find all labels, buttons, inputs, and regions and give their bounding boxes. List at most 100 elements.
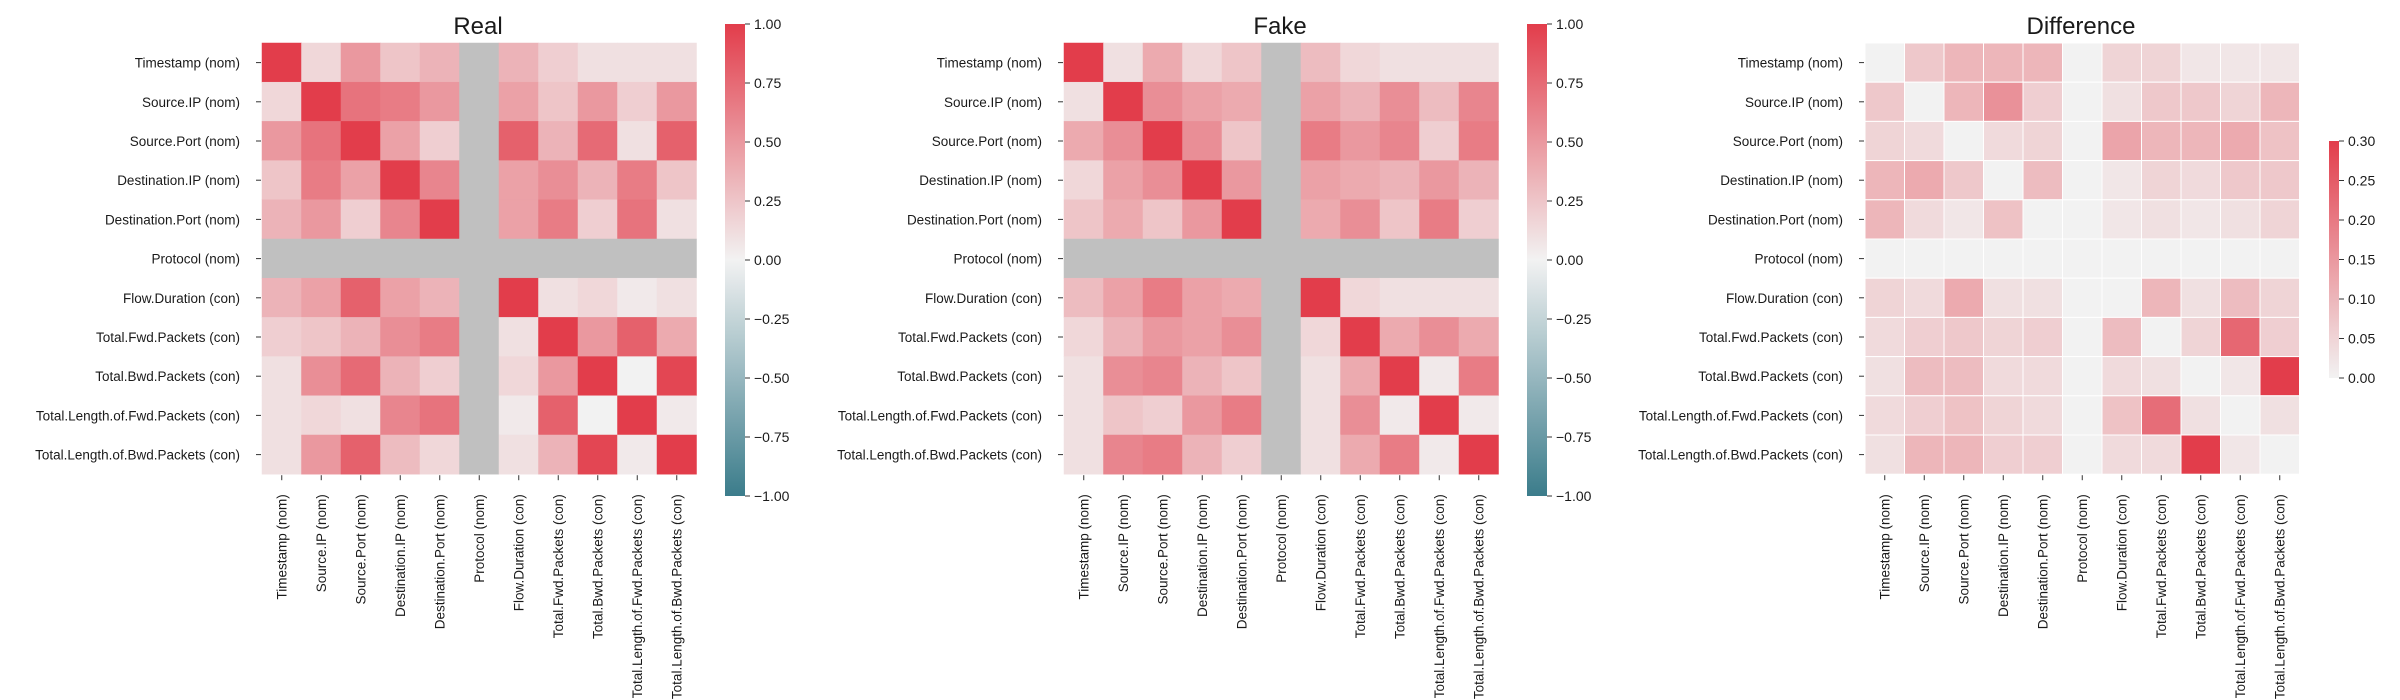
- heatmap-cell: [2141, 316, 2182, 358]
- heatmap-cell: [498, 356, 539, 397]
- colorbar-tick-label: −1.00: [754, 488, 790, 504]
- heatmap-cell: [1419, 42, 1460, 83]
- heatmap-cell: [261, 238, 302, 279]
- heatmap-cell: [577, 199, 618, 240]
- heatmap-cell: [1458, 238, 1499, 279]
- heatmap-cell: [1864, 160, 1905, 201]
- heatmap-cell: [2220, 277, 2261, 318]
- heatmap-cell: [380, 434, 421, 475]
- heatmap-cell: [2022, 160, 2063, 201]
- heatmap-cell: [1261, 42, 1302, 83]
- heatmap-cell: [2220, 160, 2261, 201]
- heatmap-cell: [1221, 395, 1262, 436]
- heatmap-cell: [2180, 434, 2221, 475]
- heatmap-cell: [261, 42, 302, 83]
- heatmap-cell: [1904, 42, 1945, 83]
- heatmap-cell: [1300, 81, 1341, 122]
- y-tick-label: Total.Bwd.Packets (con): [95, 369, 240, 384]
- heatmap-cell: [2062, 160, 2103, 201]
- heatmap-cell: [2220, 199, 2261, 240]
- heatmap-cell: [459, 238, 500, 279]
- heatmap-cell: [2022, 395, 2063, 436]
- x-tick-label: Total.Bwd.Packets (con): [591, 494, 606, 639]
- x-tick-label: Destination.IP (nom): [1195, 494, 1210, 617]
- heatmap-cell: [2220, 434, 2261, 475]
- y-tick-label: Total.Length.of.Fwd.Packets (con): [1639, 408, 1843, 423]
- heatmap-cell: [2259, 81, 2300, 122]
- heatmap-cell: [1419, 356, 1460, 397]
- heatmap-cell: [2259, 42, 2300, 83]
- heatmap-cell: [656, 42, 697, 83]
- heatmap-cell: [498, 199, 539, 240]
- heatmap-cell: [1864, 238, 1905, 279]
- heatmap-cell: [1458, 121, 1499, 161]
- heatmap-cell: [1300, 434, 1341, 475]
- heatmap-cell: [1261, 277, 1302, 318]
- heatmap-cell: [2141, 238, 2182, 279]
- heatmap-cell: [1379, 395, 1420, 436]
- colorbar-tick-label: −0.50: [1556, 370, 1592, 386]
- heatmap-cell: [656, 238, 697, 279]
- heatmap-cell: [1983, 395, 2024, 436]
- heatmap-cell: [577, 121, 618, 161]
- y-tick-label: Destination.IP (nom): [1720, 173, 1843, 188]
- heatmap-cell: [1943, 434, 1984, 475]
- heatmap-cell: [1142, 317, 1183, 357]
- heatmap-cell: [1221, 434, 1262, 475]
- heatmap-cell: [2062, 356, 2103, 397]
- heatmap-cell: [2141, 395, 2182, 436]
- heatmap-cell: [1458, 356, 1499, 397]
- x-tick-label: Total.Length.of.Fwd.Packets (con): [2233, 494, 2248, 698]
- heatmap-cell: [656, 121, 697, 161]
- y-tick-label: Timestamp (nom): [135, 56, 240, 71]
- heatmap-cell: [459, 199, 500, 240]
- x-tick-label: Timestamp (nom): [1077, 494, 1092, 599]
- heatmap-cell: [1340, 356, 1381, 397]
- heatmap-cell: [1904, 434, 1945, 475]
- heatmap-cell: [1904, 238, 1945, 279]
- heatmap-cell: [419, 160, 460, 201]
- heatmap-cell: [2101, 356, 2142, 397]
- heatmap-cell: [2180, 316, 2221, 358]
- x-tick-labels: Timestamp (nom) Source.IP (nom) Source.Por…: [1878, 475, 2288, 699]
- heatmap-cell: [2062, 316, 2103, 358]
- x-tick-label: Source.IP (nom): [1116, 494, 1131, 592]
- x-tick-label: Total.Length.of.Fwd.Packets (con): [1432, 494, 1447, 698]
- y-tick-label: Total.Fwd.Packets (con): [96, 330, 240, 345]
- y-tick-label: Total.Length.of.Bwd.Packets (con): [837, 448, 1042, 463]
- heatmap-cell: [2062, 395, 2103, 436]
- heatmap-cell: [1904, 316, 1945, 358]
- colorbar-tick-label: −0.75: [1556, 429, 1592, 445]
- x-tick-label: Source.Port (nom): [354, 494, 369, 604]
- x-tick-label: Timestamp (nom): [275, 494, 290, 599]
- heatmap-cell: [1182, 199, 1223, 240]
- y-tick-label: Total.Bwd.Packets (con): [1698, 369, 1843, 384]
- heatmap-cell: [538, 121, 579, 161]
- colorbar-tick-label: 0.25: [1556, 193, 1583, 209]
- heatmap-cell: [2022, 356, 2063, 397]
- y-tick-label: Total.Fwd.Packets (con): [898, 330, 1042, 345]
- heatmap-cell: [1379, 199, 1420, 240]
- colorbar-tick-label: 0.75: [754, 75, 781, 91]
- heatmap-cell: [1419, 238, 1460, 279]
- heatmap-cell: [459, 277, 500, 318]
- heatmap-cell: [1943, 81, 1984, 122]
- heatmap-cell: [1864, 199, 1905, 240]
- heatmap-cell: [340, 121, 381, 161]
- y-tick-label: Total.Fwd.Packets (con): [1699, 330, 1843, 345]
- heatmap-cell: [577, 42, 618, 83]
- heatmap-cell: [2022, 434, 2063, 475]
- heatmap-cell: [1221, 238, 1262, 279]
- heatmap-cell: [617, 81, 658, 122]
- heatmap-cell: [498, 277, 539, 318]
- y-tick-label: Timestamp (nom): [1738, 56, 1843, 71]
- colorbar-tick-label: 0.25: [2348, 173, 2375, 189]
- heatmap-cell: [1103, 317, 1144, 357]
- heatmap-cell: [1300, 121, 1341, 161]
- x-tick-label: Destination.Port (nom): [1235, 494, 1250, 629]
- heatmap-cell: [1103, 277, 1144, 318]
- heatmap-cell: [1103, 199, 1144, 240]
- heatmap-cell: [1063, 317, 1104, 357]
- heatmap-cell: [419, 356, 460, 397]
